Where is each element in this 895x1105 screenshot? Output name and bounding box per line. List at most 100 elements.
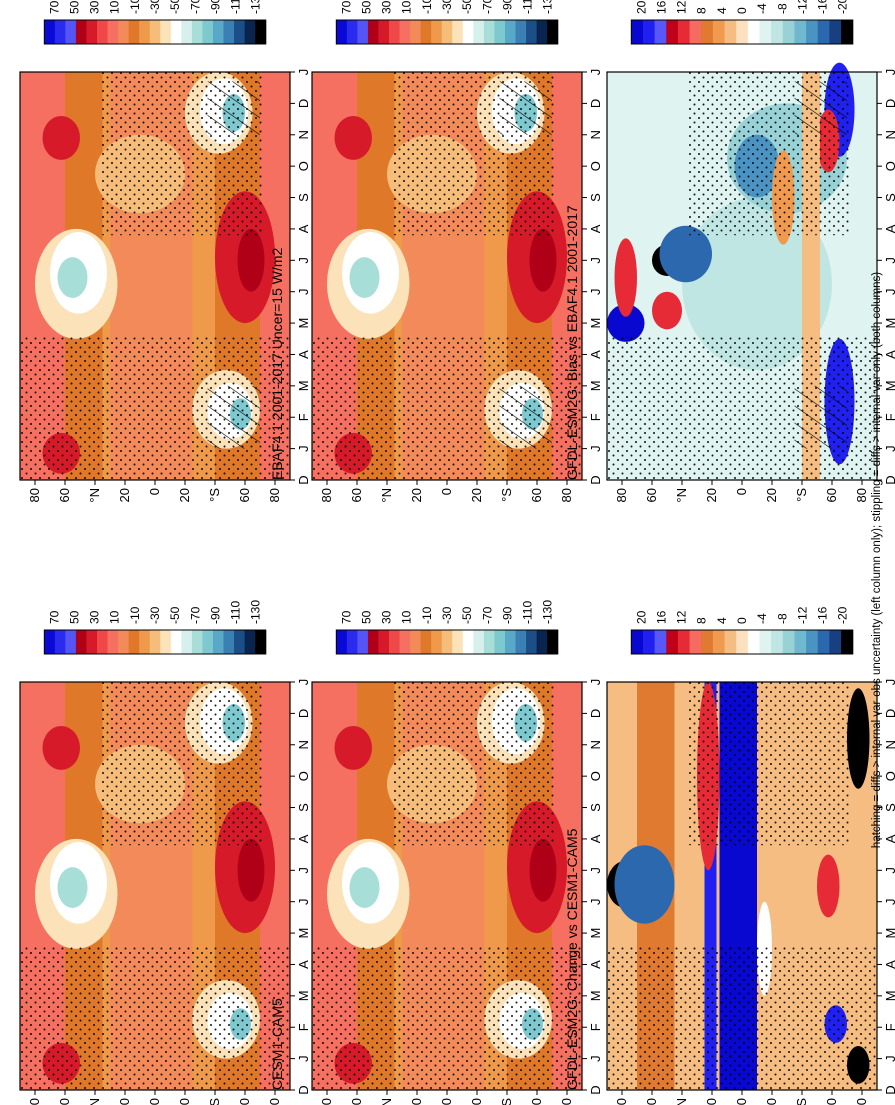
- colorbar-swatch: [631, 630, 644, 654]
- contour-region: [614, 238, 637, 317]
- colorbar-label: -30: [440, 0, 454, 14]
- lat-tick-label: 20: [177, 488, 192, 502]
- lat-tick-label: 0: [439, 488, 454, 495]
- colorbar-swatch: [829, 20, 842, 44]
- colorbar-swatch: [65, 20, 77, 44]
- lat-tick-label: 60: [349, 488, 364, 502]
- colorbar-label: -90: [208, 0, 222, 14]
- month-tick-label: A: [883, 834, 895, 843]
- colorbar-label: -90: [500, 0, 514, 14]
- month-tick-label: O: [883, 161, 895, 171]
- colorbar-label: 50: [359, 0, 373, 14]
- lat-tick-label: °S: [794, 488, 809, 502]
- colorbar-frame: [43, 19, 267, 45]
- month-tick-label: M: [883, 990, 895, 1001]
- contour-region: [659, 225, 712, 283]
- colorbar-swatch: [473, 20, 485, 44]
- colorbar-swatch: [747, 20, 760, 44]
- lat-tick-label: 20: [469, 488, 484, 502]
- month-tick-label: J: [296, 445, 311, 452]
- colorbar-label: 30: [380, 0, 394, 14]
- colorbar-swatch: [255, 20, 267, 44]
- colorbar-swatch: [806, 20, 819, 44]
- month-tick-label: D: [883, 475, 895, 484]
- colorbar-label: -30: [440, 606, 454, 624]
- lat-tick-label: 60: [529, 488, 544, 502]
- colorbar-label: 70: [339, 0, 353, 14]
- colorbar-label: -10: [128, 606, 142, 624]
- colorbar-frame: [335, 19, 559, 45]
- colorbar-frame: [43, 629, 267, 655]
- lat-tick-label: 80: [267, 1098, 282, 1105]
- month-tick-label: M: [588, 380, 603, 391]
- contour-region: [237, 838, 265, 902]
- colorbar-swatch: [410, 20, 422, 44]
- lat-tick-label: °S: [207, 1098, 222, 1105]
- colorbar-swatch: [139, 630, 151, 654]
- month-tick-label: O: [296, 161, 311, 171]
- colorbar-label: -16: [816, 0, 830, 14]
- month-tick-label: M: [296, 928, 311, 939]
- colorbar-label: -110: [521, 601, 535, 624]
- lat-tick-label: 0: [147, 488, 162, 495]
- contour-region: [237, 228, 265, 292]
- colorbar-label: 30: [88, 610, 102, 624]
- colorbar-swatch: [118, 20, 130, 44]
- colorbar-swatch: [378, 20, 390, 44]
- colorbar-label: 30: [380, 610, 394, 624]
- colorbar-swatch: [336, 20, 348, 44]
- month-tick-label: D: [883, 709, 895, 718]
- colorbar-label: -70: [188, 0, 202, 14]
- month-tick-label: M: [296, 318, 311, 329]
- panel-title: GFDL-ESM2G: Change vs CESM1-CAM5: [564, 828, 580, 1090]
- month-tick-label: D: [883, 99, 895, 108]
- lat-tick-label: 80: [854, 1098, 869, 1105]
- colorbar-swatch: [794, 630, 807, 654]
- colorbar-swatch: [841, 20, 854, 44]
- month-tick-label: J: [588, 69, 603, 76]
- colorbar-swatch: [181, 630, 193, 654]
- colorbar-swatch: [234, 20, 246, 44]
- colorbar-swatch: [212, 20, 225, 44]
- month-tick-label: F: [588, 413, 603, 421]
- month-tick-label: S: [296, 803, 311, 812]
- hatching: [794, 385, 847, 449]
- colorbar-label: 12: [675, 610, 689, 624]
- colorbar-swatch: [244, 630, 256, 654]
- colorbar-swatch: [642, 630, 656, 654]
- colorbar-label: 16: [654, 0, 668, 14]
- colorbar-swatch: [75, 630, 87, 654]
- colorbar-label: 4: [715, 7, 729, 14]
- month-tick-label: F: [588, 1023, 603, 1031]
- colorbar-label: 20: [634, 610, 648, 624]
- colorbar-swatch: [336, 630, 348, 654]
- hatching: [794, 81, 847, 135]
- colorbar-swatch: [642, 20, 656, 44]
- colorbar-label: 8: [695, 7, 709, 14]
- colorbar-label: 70: [339, 610, 353, 624]
- colorbar-label: 70: [47, 610, 61, 624]
- colorbar-swatch: [631, 20, 644, 44]
- month-tick-label: D: [883, 1085, 895, 1094]
- colorbar-label: -110: [229, 0, 243, 14]
- colorbar-swatch: [181, 20, 193, 44]
- colorbar-swatch: [389, 630, 401, 654]
- colorbar-swatch: [747, 630, 760, 654]
- lat-tick-label: 60: [237, 488, 252, 502]
- colorbar-label: -50: [460, 0, 474, 14]
- colorbar-label: 30: [88, 0, 102, 14]
- colorbar-swatch: [724, 20, 737, 44]
- colorbar-label: -30: [148, 0, 162, 14]
- panel-title: EBAF4.1 2001-2017 Uncer=15 W/m2: [269, 247, 285, 480]
- lat-tick-label: 60: [237, 1098, 252, 1105]
- contour-region: [529, 228, 557, 292]
- colorbar-swatch: [44, 20, 56, 44]
- colorbar-label: -12: [795, 0, 809, 14]
- colorbar-swatch: [782, 630, 795, 654]
- colorbar-swatch: [677, 20, 691, 44]
- month-tick-label: O: [588, 161, 603, 171]
- colorbar-label: -30: [148, 606, 162, 624]
- colorbar-swatch: [149, 20, 161, 44]
- lat-tick-label: 80: [267, 488, 282, 502]
- lat-tick-label: 60: [644, 1098, 659, 1105]
